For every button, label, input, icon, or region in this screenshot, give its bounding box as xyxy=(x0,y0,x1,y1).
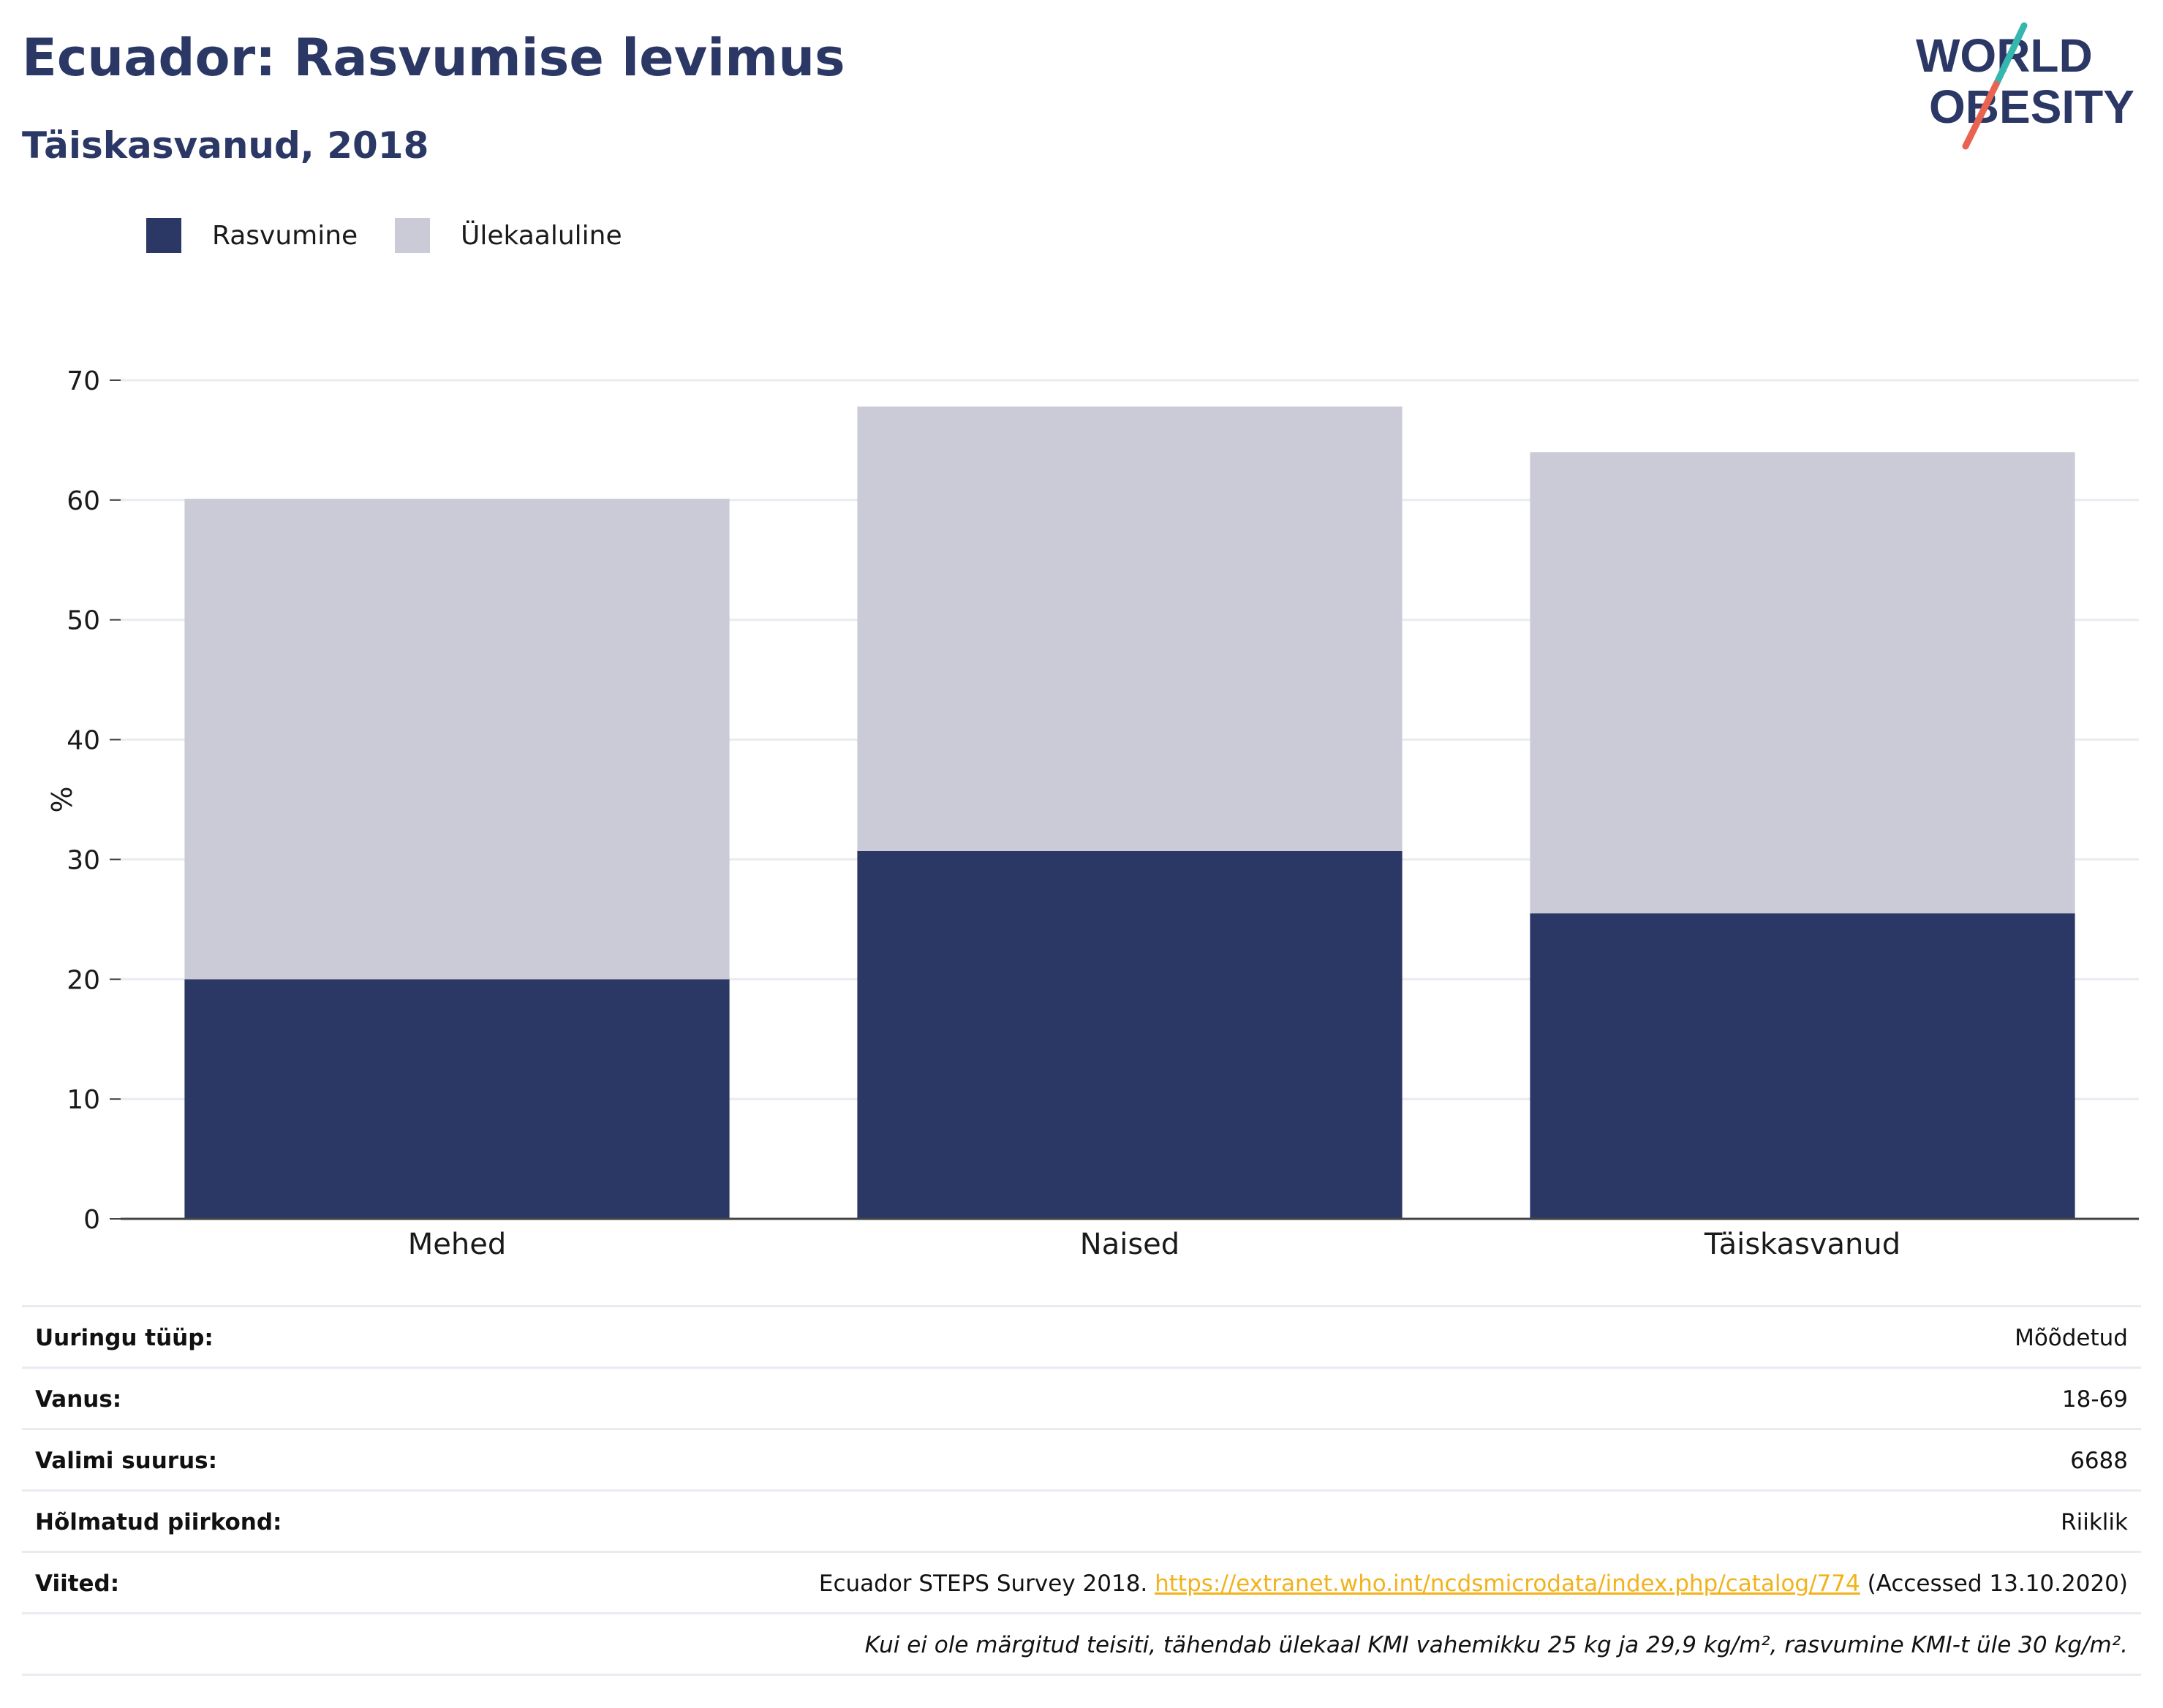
info-row-area-covered: Hõlmatud piirkond: Riiklik xyxy=(22,1489,2141,1551)
definition-note: Kui ei ole märgitud teisiti, tähendab ül… xyxy=(864,1632,2128,1658)
y-tick-label: 40 xyxy=(67,726,100,756)
y-tick-label: 0 xyxy=(83,1205,100,1235)
y-tick-label: 20 xyxy=(67,965,100,995)
world-obesity-logo: WORLD OBESITY xyxy=(1916,22,2134,150)
logo-slash-bottom xyxy=(1962,80,2000,150)
chart-subtitle: Täiskasvanud, 2018 xyxy=(22,124,429,167)
legend-swatch-overweight xyxy=(395,218,430,253)
info-row-references: Viited: Ecuador STEPS Survey 2018. https… xyxy=(22,1551,2141,1612)
bar-obesity xyxy=(1530,913,2075,1219)
stacked-bar-chart: 0 10 20 30 40 50 60 70% Mehed Naised Täiskasvanud xyxy=(45,366,2139,1261)
x-tick-label: Mehed xyxy=(408,1228,506,1261)
info-row-note: Kui ei ole märgitud teisiti, tähendab ül… xyxy=(22,1612,2141,1676)
y-tick-label: 50 xyxy=(67,606,100,636)
reference-accessed: (Accessed 13.10.2020) xyxy=(1860,1571,2128,1597)
info-row-survey-type: Uuringu tüüp: Mõõdetud xyxy=(22,1305,2141,1367)
y-tick-label: 30 xyxy=(67,845,100,875)
logo-text-line2: OBESITY xyxy=(1929,80,2134,133)
x-tick-label: Täiskasvanud xyxy=(1704,1228,1900,1261)
reference-link[interactable]: https://extranet.who.int/ncdsmicrodata/i… xyxy=(1155,1571,1860,1597)
bar-obesity xyxy=(857,850,1403,1219)
bar-overweight xyxy=(857,407,1403,851)
info-label: Vanus: xyxy=(35,1386,122,1413)
bar-obesity xyxy=(184,979,730,1219)
info-value: Riiklik xyxy=(2061,1509,2128,1535)
info-label: Viited: xyxy=(35,1571,120,1597)
bar-overweight xyxy=(184,499,730,980)
bar-overweight xyxy=(1530,452,2075,914)
reference-text: Ecuador STEPS Survey 2018. xyxy=(818,1571,1155,1597)
y-axis-label: % xyxy=(45,786,77,812)
y-tick-label: 10 xyxy=(67,1085,100,1115)
info-label: Hõlmatud piirkond: xyxy=(35,1509,282,1535)
info-value: Mõõdetud xyxy=(2015,1325,2128,1351)
legend-label-overweight: Ülekaaluline xyxy=(461,221,622,251)
logo-slash-top xyxy=(1993,22,2028,88)
info-row-sample-size: Valimi suurus: 6688 xyxy=(22,1428,2141,1489)
info-value: 6688 xyxy=(2070,1448,2128,1474)
y-tick-label: 70 xyxy=(67,366,100,396)
x-tick-label: Naised xyxy=(1080,1228,1179,1261)
reference-value: Ecuador STEPS Survey 2018. https://extra… xyxy=(819,1571,2128,1597)
info-label: Uuringu tüüp: xyxy=(35,1325,214,1351)
chart-title: Ecuador: Rasvumise levimus xyxy=(22,28,845,88)
survey-info-table: Uuringu tüüp: Mõõdetud Vanus: 18-69 Vali… xyxy=(22,1305,2141,1676)
legend-label-obesity: Rasvumine xyxy=(212,221,358,251)
y-tick-label: 60 xyxy=(67,486,100,516)
info-row-age: Vanus: 18-69 xyxy=(22,1367,2141,1428)
info-value: 18-69 xyxy=(2061,1386,2128,1413)
info-label: Valimi suurus: xyxy=(35,1448,217,1474)
legend-swatch-obesity xyxy=(146,218,181,253)
